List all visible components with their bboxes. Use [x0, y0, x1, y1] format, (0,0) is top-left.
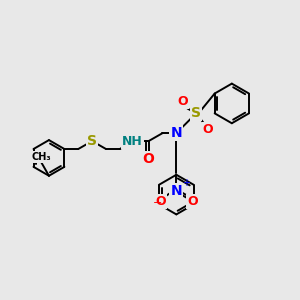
Text: S: S: [191, 106, 201, 120]
Text: CH₃: CH₃: [31, 152, 51, 162]
Text: N: N: [170, 126, 182, 140]
Text: O: O: [203, 123, 213, 136]
Text: O: O: [187, 195, 197, 208]
Text: O: O: [177, 95, 188, 108]
Text: S: S: [87, 134, 97, 148]
Text: +: +: [182, 178, 190, 188]
Text: O: O: [143, 152, 154, 166]
Text: NH: NH: [122, 135, 143, 148]
Text: O: O: [155, 195, 166, 208]
Text: N: N: [170, 184, 182, 198]
Text: −: −: [153, 199, 162, 208]
